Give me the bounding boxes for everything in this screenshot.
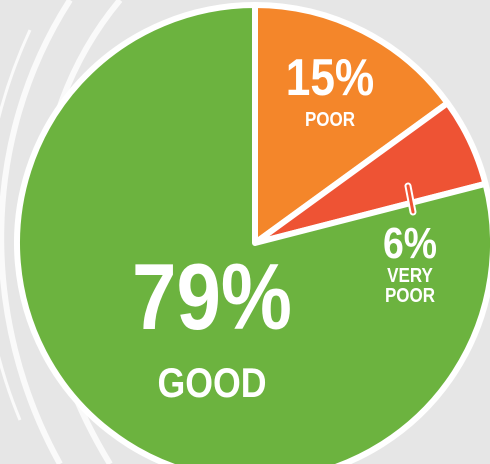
pie-slice — [252, 2, 451, 246]
pie — [14, 2, 490, 464]
pie-slice — [14, 2, 490, 464]
category-label: POOR — [304, 109, 356, 131]
value-label: 79% — [132, 244, 292, 349]
value-label: 15% — [285, 49, 375, 107]
leader-line — [406, 184, 415, 214]
value-label: 6% — [382, 219, 438, 268]
category-label: GOOD — [157, 359, 267, 406]
category-label: VERY POOR — [384, 265, 436, 307]
